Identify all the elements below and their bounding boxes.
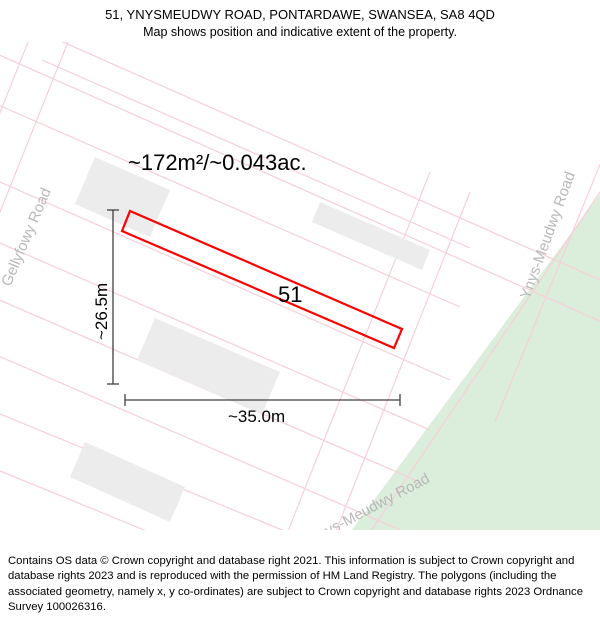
copyright-footer: Contains OS data © Crown copyright and d… xyxy=(0,548,600,625)
area-measurement-label: ~172m²/~0.043ac. xyxy=(128,150,307,176)
horizontal-dimension-label: ~35.0m xyxy=(228,407,285,427)
map-canvas: ~172m²/~0.043ac. ~26.5m ~35.0m 51 Gellyf… xyxy=(0,42,600,530)
house-number-label: 51 xyxy=(278,282,302,308)
address-title: 51, YNYSMEUDWY ROAD, PONTARDAWE, SWANSEA… xyxy=(10,6,590,24)
map-header: 51, YNYSMEUDWY ROAD, PONTARDAWE, SWANSEA… xyxy=(0,0,600,42)
vertical-dimension-label: ~26.5m xyxy=(92,283,112,340)
map-subtitle: Map shows position and indicative extent… xyxy=(10,24,590,41)
